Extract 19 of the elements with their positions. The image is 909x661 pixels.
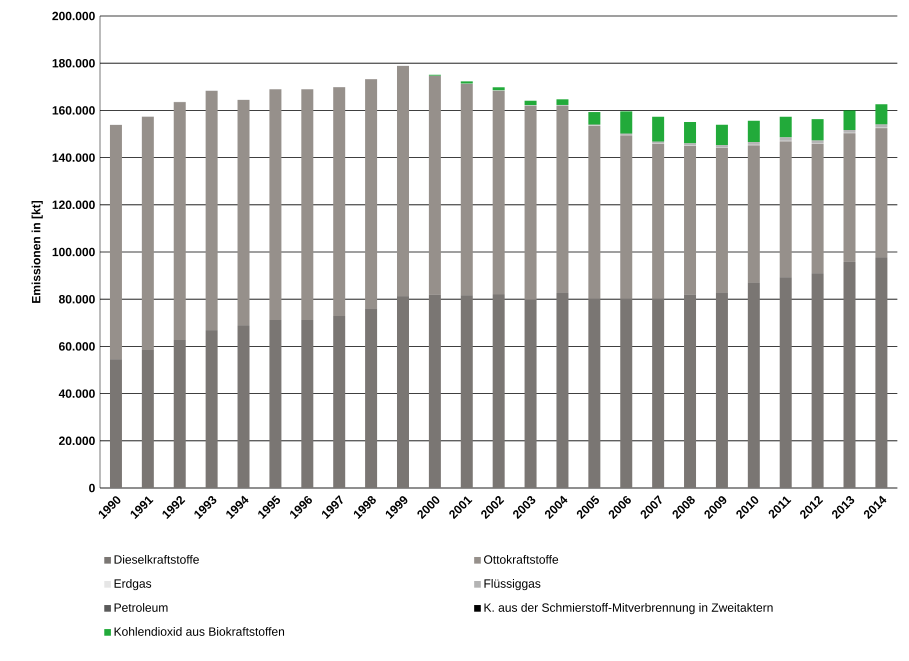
y-tick-label: 0 [89,484,95,492]
legend-label: Petroleum [114,603,168,612]
y-tick-label: 80.000 [58,294,95,304]
legend-label: Kohlendioxid aus Biokraftstoffen [114,627,284,636]
legend-label: Erdgas [114,578,152,590]
y-tick-label: 40.000 [58,389,95,398]
y-tick-label: 180.000 [52,58,95,68]
y-axis-title: Emissionen in [kt] [32,201,43,303]
y-tick-label: 20.000 [59,436,95,446]
y-tick-label: 140.000 [52,153,95,162]
y-tick-label: 200.000 [52,12,95,20]
y-tick-label: 120.000 [52,200,95,210]
legend-label: Dieselkraftstoffe [114,554,199,564]
legend-label: Flüssiggas [484,578,540,590]
legend-label: K. aus der Schmierstoff-Mitverbrennung in Zweitaktern [484,603,773,614]
y-tick-label: 160.000 [52,106,95,115]
legend-label: Ottokraftstoffe [484,554,558,564]
y-tick-label: 60.000 [59,342,95,351]
y-tick-label: 100.000 [52,248,95,256]
